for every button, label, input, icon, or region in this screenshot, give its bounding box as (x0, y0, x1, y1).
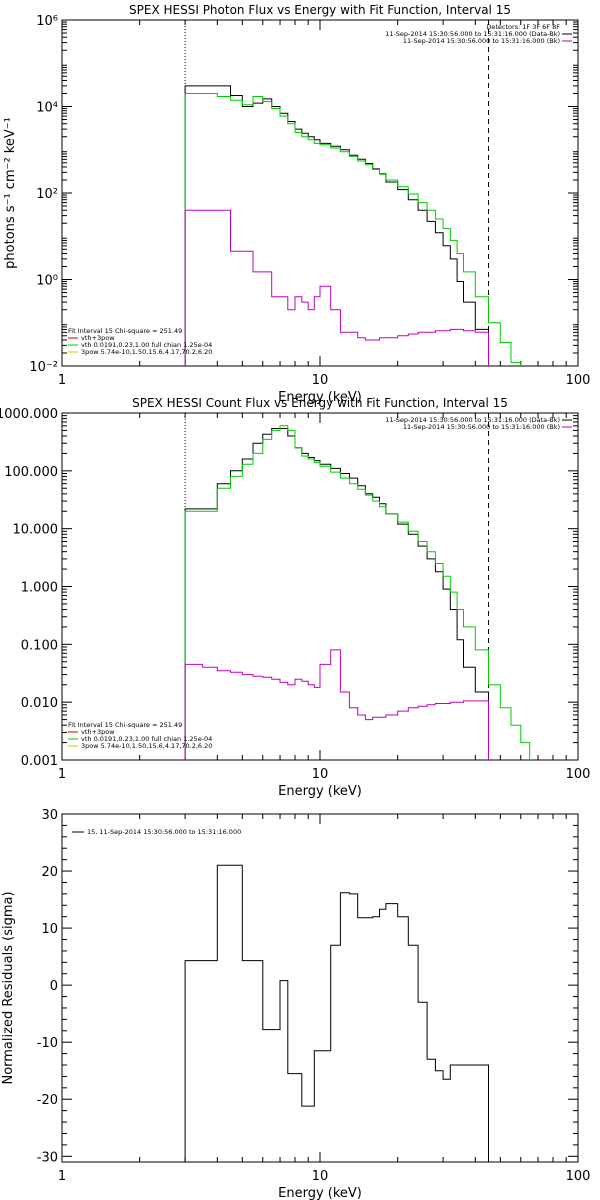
x-tick-label: 100 (566, 1169, 591, 1184)
x-tick-label: 10 (312, 767, 329, 782)
y-tick-label: -20 (37, 1093, 58, 1108)
y-tick-label: 1000.000 (0, 407, 58, 422)
x-axis-label: Energy (keV) (278, 1186, 362, 1200)
y-tick-label: 10² (36, 187, 58, 202)
fit-legend-header: Fit Interval 15 Chi-square = 251.49 (68, 721, 182, 729)
series-2-step-line (184, 649, 489, 760)
x-axis-label: Energy (keV) (278, 784, 362, 799)
legend-header: Detectors: 1F 3F 6F 8F (486, 23, 560, 31)
x-tick-label: 1 (58, 1169, 66, 1184)
series-0-step-line (184, 864, 489, 1162)
series-1-step-line (184, 425, 531, 760)
legend-entry-text: 11-Sep-2014 15:30:56.000 to 15:31:16.000… (403, 423, 560, 431)
series-group (184, 864, 489, 1162)
x-tick-label: 1 (58, 373, 66, 388)
y-tick-label: 0.100 (21, 638, 58, 653)
y-tick-label: -30 (37, 1150, 58, 1165)
fit-legend-text: vth 0.0191,0.23,1.00 full chian 1.25e-04 (81, 735, 212, 743)
y-tick-label: 10 (41, 922, 58, 937)
y-tick-label: 10⁴ (36, 101, 58, 116)
photon-flux-panel: SPEX HESSI Photon Flux vs Energy with Fi… (3, 3, 590, 405)
series-group (184, 85, 522, 366)
fit-legend-text: 3pow 5.74e-10,1.50,15.6,4.17,70.2,6.20 (81, 742, 212, 750)
series-1-step-line (184, 93, 522, 366)
chart-title: SPEX HESSI Count Flux vs Energy with Fit… (132, 396, 508, 410)
y-tick-label: 20 (41, 865, 58, 880)
y-tick-label: 10⁰ (36, 274, 58, 289)
fit-legend-text: 3pow 5.74e-10,1.50,15.6,4.17,70.2,6.20 (81, 348, 212, 356)
y-tick-label: 10⁶ (36, 14, 58, 29)
x-tick-label: 10 (312, 1169, 329, 1184)
x-tick-label: 100 (566, 767, 591, 782)
legend-entry-text: 15, 11-Sep-2014 15:30:56.000 to 15:31:16… (87, 828, 241, 836)
y-tick-label: 0 (50, 979, 58, 994)
y-tick-label: 100.000 (4, 465, 58, 480)
plot-frame (61, 19, 579, 367)
legend-entry-text: 11-Sep-2014 15:30:56.000 to 15:31:16.000… (385, 30, 560, 38)
y-tick-label: -10 (37, 1036, 58, 1051)
fit-legend-text: vth+3pow (81, 334, 115, 342)
chart-title: SPEX HESSI Photon Flux vs Energy with Fi… (129, 3, 511, 17)
legend-entry-text: 11-Sep-2014 15:30:56.000 to 15:31:16.000… (385, 416, 560, 424)
x-tick-label: 10 (312, 373, 329, 388)
y-axis-label: Normalized Residuals (sigma) (1, 891, 16, 1084)
fit-legend-header: Fit Interval 15 Chi-square = 251.49 (68, 327, 182, 335)
y-tick-label: 30 (41, 808, 58, 823)
x-tick-label: 100 (566, 373, 591, 388)
y-tick-label: 0.001 (21, 754, 58, 769)
count-flux-panel: SPEX HESSI Count Flux vs Energy with Fit… (0, 396, 590, 799)
legend-entry-text: 11-Sep-2014 15:30:56.000 to 15:31:16.000… (403, 37, 560, 45)
y-tick-label: 0.010 (21, 696, 58, 711)
y-axis-label: photons s⁻¹ cm⁻² keV⁻¹ (3, 117, 18, 269)
fit-legend-text: vth+3pow (81, 728, 115, 736)
x-tick-label: 1 (58, 767, 66, 782)
fit-legend-text: vth 0.0191,0.23,1.00 full chian 1.25e-04 (81, 341, 212, 349)
plot-frame (61, 813, 579, 1163)
y-tick-label: 10⁻² (29, 360, 58, 375)
x-axis-label: Energy (keV) (278, 390, 362, 405)
y-tick-label: 10.000 (13, 523, 59, 538)
series-group (184, 425, 531, 760)
series-2-step-line (184, 209, 489, 366)
y-tick-label: 1.000 (21, 581, 58, 596)
